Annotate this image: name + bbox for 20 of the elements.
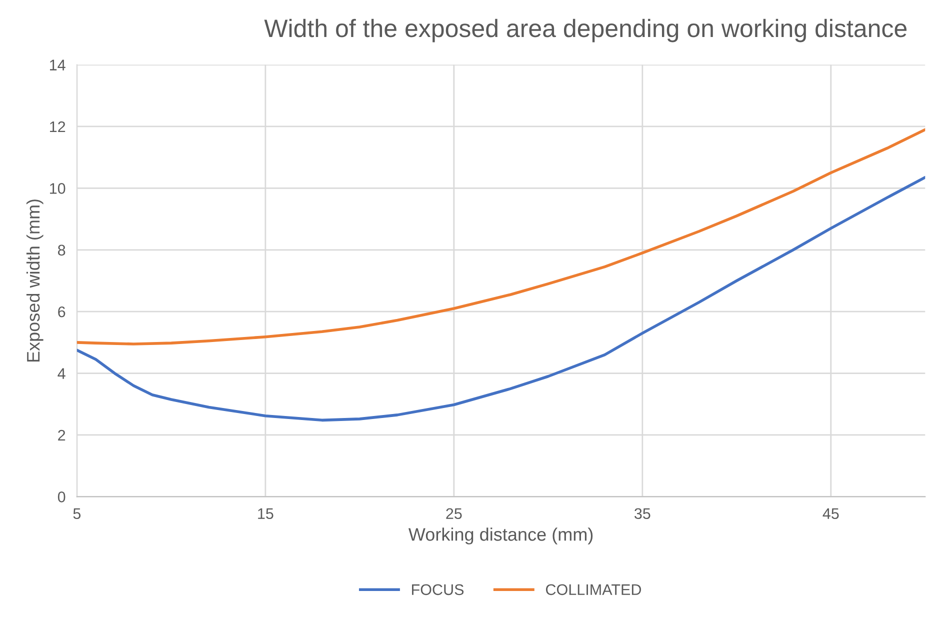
- x-tick-label: 35: [634, 508, 650, 520]
- x-tick-label: 45: [822, 508, 839, 520]
- y-tick-label: 8: [58, 244, 66, 256]
- x-tick-label: 25: [446, 508, 462, 520]
- y-tick-label: 6: [58, 306, 66, 318]
- y-axis-title: Exposed width (mm): [26, 200, 44, 362]
- y-tick-label: 2: [58, 430, 66, 441]
- y-tick-label: 0: [58, 492, 66, 502]
- y-tick-label: 10: [50, 183, 66, 194]
- x-tick-label: 5: [73, 508, 81, 520]
- y-tick-label: 12: [50, 121, 66, 132]
- y-tick-label: 4: [58, 368, 66, 379]
- line-series: [76, 128, 926, 346]
- chart-title: Width of the exposed area depending on working distance: [264, 18, 907, 42]
- x-tick-label: 15: [258, 508, 274, 520]
- y-tick-label: 14: [50, 60, 66, 70]
- line-series: [76, 176, 926, 422]
- legend-label: FOCUS: [412, 584, 464, 596]
- legend-label: COLLIMATED: [546, 584, 641, 596]
- x-axis-title: Working distance (mm): [408, 528, 593, 544]
